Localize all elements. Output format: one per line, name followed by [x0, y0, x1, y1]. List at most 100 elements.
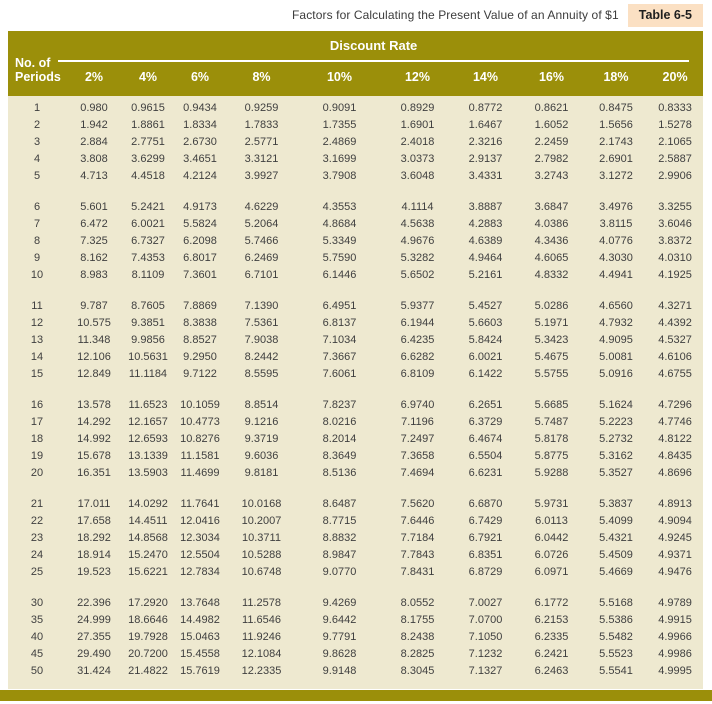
factor-value-cell: 7.9038	[244, 334, 279, 346]
factor-value-cell: 7.2497	[400, 433, 435, 445]
factor-value-cell: 4.7932	[599, 317, 633, 329]
bottom-padding-cell	[8, 680, 703, 689]
factor-value-cell: 5.4099	[599, 515, 633, 527]
factor-value-cell: 6.8017	[183, 252, 217, 264]
factor-value-cell: 1.5656	[599, 119, 633, 131]
factor-value-cell: 3.0373	[400, 153, 435, 165]
factor-value-cell: 5.7590	[322, 252, 357, 264]
factor-value-cell: 2.4869	[322, 136, 357, 148]
factor-value-cell: 3.8115	[599, 218, 633, 230]
factor-value-cell: 5.8178	[534, 433, 569, 445]
factor-value-cell: 10.1059	[180, 399, 220, 411]
factor-value-cell: 8.6487	[322, 498, 357, 510]
factor-value-cell: 2.3216	[468, 136, 503, 148]
factor-value-cell: 15.678	[77, 450, 111, 462]
table-row: 20 16.351 13.5903 11.4699 9.8181 8.5136 7.4694…	[8, 465, 703, 482]
group-spacer-cell	[8, 482, 703, 496]
factor-value-cell: 4.5327	[658, 334, 692, 346]
factor-value-cell: 5.8775	[534, 450, 569, 462]
factor-value-cell: 4.0386	[534, 218, 569, 230]
factor-value-cell: 2.9137	[468, 153, 503, 165]
table-row: 45 29.490 20.7200 15.4558 12.1084 9.8628 8.282…	[8, 646, 703, 663]
factor-value-cell: 8.5136	[322, 467, 357, 479]
factor-value-cell: 4.1925	[658, 269, 692, 281]
factor-value-cell: 0.8772	[468, 102, 503, 114]
factor-value-cell: 5.5386	[599, 614, 633, 626]
rate-column-header: 20%	[662, 70, 688, 84]
table-row: 14 12.106 10.5631 9.2950 8.2442 7.3667 6.6282 6…	[8, 349, 703, 366]
factor-value-cell: 21.4822	[128, 665, 168, 677]
factor-value-cell: 4.3030	[599, 252, 633, 264]
factor-value-cell: 6.2335	[534, 631, 569, 643]
factor-value-cell: 6.8109	[400, 368, 435, 380]
factor-value-cell: 12.2335	[241, 665, 282, 677]
factor-value-cell: 4.9995	[658, 665, 692, 677]
factor-value-cell: 3.4976	[599, 201, 633, 213]
factor-value-cell: 12.1657	[128, 416, 168, 428]
factor-value-cell: 3.3121	[244, 153, 279, 165]
factor-value-cell: 4.9245	[658, 532, 692, 544]
factor-value-cell: 12.6593	[128, 433, 168, 445]
factor-value-cell: 0.9091	[322, 102, 357, 114]
factor-value-cell: 5.5482	[599, 631, 633, 643]
factor-value-cell: 5.4527	[468, 300, 503, 312]
factor-value-cell: 1.7355	[322, 119, 357, 131]
factor-value-cell: 3.3255	[658, 201, 692, 213]
factor-value-cell: 8.9847	[322, 549, 357, 561]
factor-value-cell: 6.8729	[468, 566, 503, 578]
factor-value-cell: 3.808	[80, 153, 108, 165]
factor-value-cell: 4.9966	[658, 631, 692, 643]
group-spacer-cell	[8, 284, 703, 298]
factor-value-cell: 8.2825	[400, 648, 435, 660]
factor-value-cell: 6.7101	[244, 269, 279, 281]
factor-value-cell: 29.490	[77, 648, 111, 660]
table-row: 10 8.983 8.1109 7.3601 6.7101 6.1446 5.6502 5.2…	[8, 267, 703, 284]
factor-value-cell: 8.5595	[244, 368, 279, 380]
factor-value-cell: 14.4982	[180, 614, 220, 626]
factor-value-cell: 5.0286	[534, 300, 569, 312]
table-row: 13 11.348 9.9856 8.8527 7.9038 7.1034 6.4235 5.…	[8, 332, 703, 349]
factor-value-cell: 7.1050	[468, 631, 503, 643]
factor-value-cell: 8.8514	[244, 399, 279, 411]
factor-value-cell: 4.8696	[658, 467, 692, 479]
factor-value-cell: 8.2438	[400, 631, 435, 643]
factor-value-cell: 6.3729	[468, 416, 503, 428]
factor-value-cell: 9.7791	[322, 631, 357, 643]
factor-value-cell: 1.6901	[400, 119, 435, 131]
factor-value-cell: 4.2124	[183, 170, 217, 182]
factor-value-cell: 4.9371	[658, 549, 692, 561]
table-row: 2 1.942 1.8861 1.8334 1.7833 1.7355 1.6901 1.64…	[8, 117, 703, 134]
factor-value-cell: 15.2470	[128, 549, 168, 561]
factor-value-cell: 15.7619	[180, 665, 220, 677]
factor-value-cell: 8.3838	[183, 317, 217, 329]
factor-value-cell: 5.4509	[599, 549, 633, 561]
factor-value-cell: 3.6048	[400, 170, 435, 182]
rate-column-header: 12%	[404, 70, 431, 84]
factor-value-cell: 9.6442	[322, 614, 357, 626]
factor-value-cell: 4.9464	[468, 252, 503, 264]
factor-value-cell: 12.106	[77, 351, 111, 363]
factor-value-cell: 5.5824	[183, 218, 217, 230]
period-cell: 40	[30, 631, 44, 643]
factor-value-cell: 8.3649	[322, 450, 357, 462]
period-cell: 9	[33, 252, 41, 264]
factor-value-cell: 8.162	[80, 252, 108, 264]
table-row: 40 27.355 19.7928 15.0463 11.9246 9.7791 8.243…	[8, 629, 703, 646]
factor-value-cell: 2.7751	[131, 136, 165, 148]
table-row: 1 0.980 0.9615 0.9434 0.9259 0.9091 0.8929 0.87…	[8, 100, 703, 117]
factor-value-cell: 5.7487	[534, 416, 569, 428]
factor-value-cell: 5.0916	[599, 368, 633, 380]
factor-value-cell: 12.0416	[180, 515, 220, 527]
factor-value-cell: 13.578	[77, 399, 111, 411]
group-spacer	[8, 581, 703, 595]
factor-value-cell: 3.7908	[322, 170, 357, 182]
factor-value-cell: 4.0310	[658, 252, 692, 264]
factor-value-cell: 6.7429	[468, 515, 503, 527]
factor-value-cell: 9.7122	[183, 368, 217, 380]
factor-value-cell: 6.1446	[322, 269, 357, 281]
rate-column-header: 4%	[138, 70, 158, 84]
factor-value-cell: 5.5523	[599, 648, 633, 660]
factor-value-cell: 14.0292	[128, 498, 168, 510]
period-cell: 6	[33, 201, 41, 213]
